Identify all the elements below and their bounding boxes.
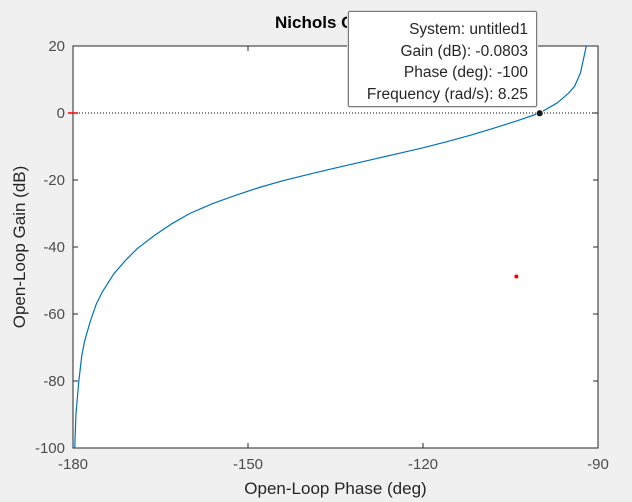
data-tip-phase: Phase (deg): -100 — [403, 64, 528, 81]
x-tick-label: -150 — [233, 456, 263, 473]
chart-title: Nichols C — [275, 13, 353, 32]
nichols-curve[interactable] — [74, 45, 587, 449]
y-tick-label: -80 — [43, 373, 65, 390]
data-tip[interactable]: System: untitled1 Gain (dB): -0.0803 Pha… — [348, 11, 537, 107]
y-tick-label: -100 — [35, 440, 65, 457]
y-tick-label: 0 — [57, 105, 65, 122]
axis-ticks — [72, 45, 599, 449]
y-tick-label: -40 — [43, 239, 65, 256]
data-tip-marker[interactable] — [535, 109, 544, 118]
data-tip-frequency: Frequency (rad/s): 8.25 — [366, 85, 528, 103]
y-axis-label: Open-Loop Gain (dB) — [10, 166, 29, 329]
x-tick-label: -120 — [408, 456, 438, 473]
x-axis-label: Open-Loop Phase (deg) — [244, 479, 426, 498]
y-tick-label: 20 — [48, 38, 65, 55]
data-tip-system: System: untitled1 — [409, 21, 528, 38]
data-tip-gain: Gain (dB): -0.0803 — [400, 42, 528, 60]
y-tick-label: -20 — [43, 172, 65, 189]
point-marker — [514, 274, 519, 279]
y-tick-label: -60 — [43, 306, 65, 323]
x-tick-label: -180 — [58, 456, 88, 473]
tick-labels: -180 -150 -120 -90 20 0 -20 -40 -60 -80 -100 — [35, 38, 609, 473]
x-tick-label: -90 — [587, 456, 609, 473]
markers — [68, 112, 519, 279]
